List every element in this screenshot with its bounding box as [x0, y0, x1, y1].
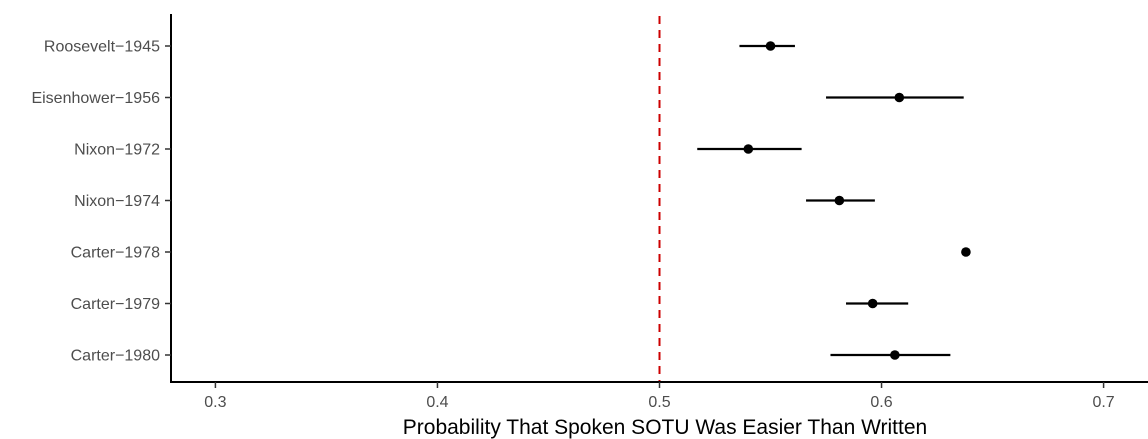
y-tick-label: Carter−1978	[71, 245, 160, 262]
estimate-point	[961, 247, 971, 257]
x-axis-title: Probability That Spoken SOTU Was Easier …	[403, 416, 927, 439]
x-tick-label: 0.3	[204, 394, 226, 411]
x-tick-label: 0.6	[870, 394, 892, 411]
x-tick-label: 0.4	[426, 394, 448, 411]
y-tick-label: Nixon−1972	[74, 142, 160, 159]
estimate-point	[834, 195, 845, 206]
y-tick-label: Nixon−1974	[74, 193, 160, 210]
x-tick-label: 0.5	[648, 394, 670, 411]
plot-area	[658, 16, 971, 382]
estimate-point	[765, 41, 776, 51]
y-tick-label: Carter−1979	[71, 296, 160, 313]
x-tick-label: 0.7	[1092, 394, 1114, 411]
estimate-point	[867, 298, 878, 309]
estimate-point	[743, 144, 754, 154]
y-axis-labels: Roosevelt−1945 Eisenhower−1956 Nixon−1972 N…	[31, 39, 171, 365]
y-tick-label: Carter−1980	[71, 348, 160, 365]
y-tick-label: Eisenhower−1956	[31, 90, 160, 107]
x-axis-ticks: 0.3 0.4 0.5 0.6 0.7	[204, 382, 1115, 411]
y-tick-label: Roosevelt−1945	[44, 39, 160, 56]
estimate-point	[890, 350, 900, 360]
estimate-point	[894, 92, 905, 103]
